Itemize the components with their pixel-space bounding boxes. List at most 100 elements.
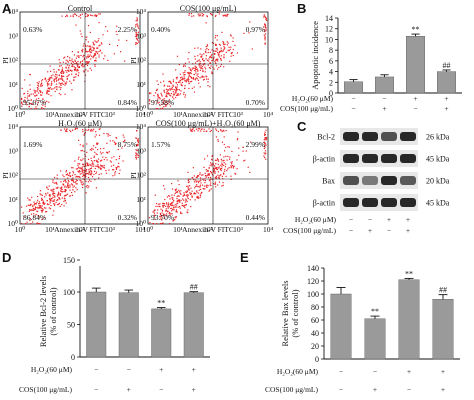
blot-sign-h2o2: +	[387, 215, 391, 224]
sign-cos: +	[127, 385, 131, 394]
bar	[398, 279, 420, 360]
flow-y-tick: 10⁰	[135, 104, 146, 113]
y-tick-label: 14	[325, 14, 333, 23]
blot-sign-cos: +	[368, 226, 372, 235]
flow-x-tick: 10¹	[173, 110, 183, 119]
flow-x-axis-label: Annexin-V FITC	[182, 225, 234, 234]
flow-y-tick: 10²	[136, 171, 147, 180]
bar	[406, 36, 426, 94]
blot-membrane	[340, 194, 418, 211]
sign-h2o2: +	[441, 367, 445, 376]
blot-band	[362, 132, 378, 141]
flow-y-tick: 10⁴	[8, 7, 19, 16]
sign-h2o2: +	[413, 94, 417, 103]
blot-band	[400, 154, 416, 163]
blot-band	[381, 176, 397, 185]
flow-scatter-dots	[21, 13, 140, 110]
y-tick-label: 2	[329, 78, 333, 87]
y-tick-label: 4	[329, 68, 333, 77]
y-tick-label: 0	[315, 355, 319, 364]
y-tick-label: 150	[63, 256, 75, 265]
flow-x-tick: 10¹	[45, 225, 55, 234]
flow-x-tick: 10⁴	[263, 110, 274, 119]
quadrant-ll-pct: 97.58%	[151, 98, 174, 107]
flow-plot-title: COS(100 μg/mL)+H₂O₂(60 μM)	[156, 119, 261, 128]
sign-h2o2: −	[351, 94, 355, 103]
quadrant-ul-pct: 1.57%	[151, 140, 170, 149]
blot-row-label: β-actin	[313, 155, 335, 164]
flow-y-tick: 10⁰	[135, 219, 146, 228]
flow-y-axis-label: PI	[129, 172, 138, 179]
bar-chart-bax: 0 20 40 60 80 100 120 140 Relative Bax levels (% …	[265, 264, 460, 394]
blot-membrane	[340, 128, 418, 145]
blot-band	[343, 132, 359, 141]
sign-cos: +	[444, 104, 448, 113]
flow-y-axis-label: PI	[1, 57, 10, 64]
flow-y-tick: 10²	[8, 56, 19, 65]
flow-y-tick: 10⁴	[136, 7, 147, 16]
quadrant-ll-pct: 86.84%	[23, 213, 46, 222]
flow-plot-title: Control	[68, 4, 93, 13]
y-axis-label: (% of control)	[290, 289, 300, 337]
flow-y-tick: 10¹	[8, 80, 18, 89]
blot-row-label: β-actin	[313, 199, 335, 208]
blot-band	[362, 176, 378, 185]
blot-sign-cos: +	[406, 226, 410, 235]
flow-y-tick: 10²	[8, 171, 19, 180]
blot-sign-h2o2: −	[349, 215, 353, 224]
flow-x-axis-label: Annexin-V FITC	[182, 110, 234, 119]
flow-x-axis-label: Annexin-V FITC	[54, 225, 106, 234]
y-axis-label: (% of control)	[48, 287, 58, 335]
sign-h2o2: +	[159, 365, 163, 374]
y-tick-label: 12	[325, 25, 333, 34]
blot-sign-cos: −	[387, 226, 391, 235]
flow-y-axis-label: PI	[1, 172, 10, 179]
flow-x-tick: 10⁴	[263, 225, 274, 234]
y-tick-label: 0	[71, 353, 75, 362]
flow-x-tick: 10⁰	[15, 225, 26, 234]
y-tick-label: 80	[311, 303, 319, 312]
y-tick-label: 10	[325, 35, 333, 44]
flow-x-tick: 10⁴	[135, 225, 146, 234]
sign-h2o2: −	[127, 365, 131, 374]
quadrant-ur-pct: 8.75%	[118, 140, 137, 149]
flow-y-tick: 10¹	[136, 195, 146, 204]
quadrant-ur-pct: 2.99%	[246, 140, 265, 149]
sign-cos: −	[159, 385, 163, 394]
sign-cos: −	[339, 385, 343, 394]
y-axis-label: Relative Bcl-2 levels	[38, 276, 48, 347]
bar	[151, 308, 172, 358]
flow-x-tick: 10³	[105, 225, 116, 234]
sign-h2o2: +	[407, 367, 411, 376]
y-tick-label: 60	[311, 316, 319, 325]
flow-x-tick: 10³	[233, 110, 244, 119]
row-label-h2o2: H₂O₂(60 μM)	[292, 94, 334, 103]
flow-x-tick: 10⁰	[143, 110, 154, 119]
flow-y-tick: 10⁰	[7, 219, 18, 228]
sign-h2o2: −	[373, 367, 377, 376]
sign-cos: −	[94, 385, 98, 394]
quadrant-ur-pct: 0.97%	[246, 25, 265, 34]
y-axis-label: Apoptotic incidence	[310, 21, 320, 90]
bar	[183, 292, 204, 358]
western-blot-panel: Bcl-2 26 kDa β-actin 45 kDa Bax 20 kDa β-actin…	[283, 128, 450, 235]
significance-mark: **	[405, 269, 413, 278]
row-label-cos: COS(100 μg/mL)	[265, 385, 318, 394]
sign-h2o2: +	[444, 94, 448, 103]
flow-x-tick: 10²	[203, 225, 214, 234]
flow-x-tick: 10⁰	[143, 225, 154, 234]
flow-y-tick: 10¹	[8, 195, 18, 204]
flow-scatter-dots	[149, 11, 268, 110]
flow-x-tick: 10⁰	[15, 110, 26, 119]
y-tick-label: 6	[329, 57, 333, 66]
panel-letter-c: C	[297, 119, 307, 134]
sign-h2o2: −	[339, 367, 343, 376]
sign-cos: +	[192, 385, 196, 394]
panel-letter-a: A	[2, 1, 12, 16]
bar-chart-bcl2: 0 50 100 150 Relative Bcl-2 levels (% of cont…	[19, 256, 210, 394]
bar	[118, 292, 139, 358]
panel-letter-d: D	[2, 250, 11, 265]
y-tick-label: 50	[67, 321, 75, 330]
